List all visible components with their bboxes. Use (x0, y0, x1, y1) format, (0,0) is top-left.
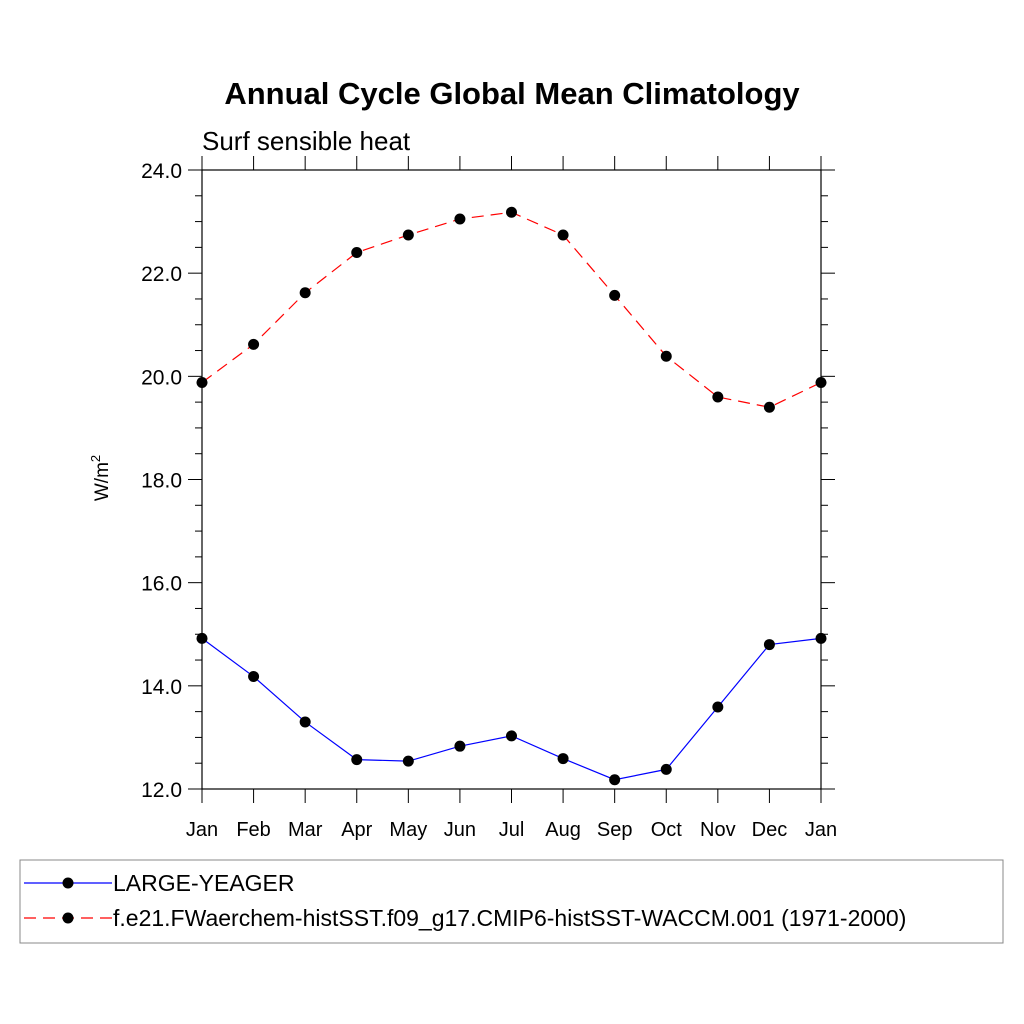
data-point-series-1 (763, 401, 775, 413)
data-point-series-1 (196, 377, 208, 389)
x-tick-label: Jan (805, 819, 837, 841)
x-tick-label: Jul (499, 819, 525, 841)
data-point-series-0 (196, 632, 208, 644)
legend-label-large-yeager: LARGE-YEAGER (113, 870, 295, 896)
data-point-series-0 (609, 774, 621, 786)
y-tick-label: 22.0 (141, 263, 182, 286)
data-point-series-0 (712, 701, 724, 713)
x-tick-label: Apr (341, 819, 372, 841)
data-point-series-1 (712, 391, 724, 403)
x-tick-label: Feb (236, 819, 270, 841)
data-point-series-0 (506, 730, 517, 742)
data-point-series-1 (557, 229, 569, 241)
y-axis-label: W/m2 (88, 455, 113, 501)
x-tick-label: Aug (545, 819, 581, 841)
y-axis-label-superscript: 2 (88, 455, 103, 462)
data-point-series-1 (402, 229, 414, 241)
y-tick-label: 18.0 (141, 470, 182, 493)
x-tick-label: Mar (288, 819, 323, 841)
x-tick-labels: Jan Feb Mar Apr May Jun Jul Aug Sep Oct Nov Dec Jan (186, 819, 837, 841)
series-line-1 (201, 211, 822, 408)
series-line-0 (201, 637, 822, 781)
data-point-series-1 (660, 350, 672, 362)
x-tick-label: Oct (651, 819, 683, 841)
y-tick-label: 16.0 (141, 573, 182, 596)
series-layer (196, 206, 827, 786)
chart-subtitle: Surf sensible heat (202, 126, 411, 156)
x-tick-label: Nov (700, 819, 736, 841)
plot-axes (188, 156, 835, 803)
x-tick-label: May (389, 819, 427, 841)
chart-title: Annual Cycle Global Mean Climatology (224, 76, 800, 111)
data-point-series-0 (454, 740, 466, 752)
x-tick-label: Dec (752, 819, 788, 841)
data-point-series-0 (299, 716, 311, 728)
legend: LARGE-YEAGER f.e21.FWaerchem-histSST.f09… (19, 859, 1004, 944)
y-tick-label: 12.0 (141, 779, 182, 802)
x-tick-label: Jun (444, 819, 476, 841)
svg-text:W/m2: W/m2 (88, 455, 113, 501)
y-tick-label: 20.0 (141, 366, 182, 389)
data-point-series-1 (454, 213, 466, 225)
data-point-series-0 (815, 632, 827, 644)
legend-box (19, 859, 1004, 944)
data-point-series-1 (248, 338, 260, 350)
legend-entry-large-yeager: LARGE-YEAGER (24, 870, 295, 896)
y-axis-label-base: W/m (92, 462, 113, 501)
legend-marker-waccm (62, 912, 74, 924)
data-point-series-1 (299, 287, 311, 299)
legend-marker-large-yeager (62, 877, 74, 889)
y-tick-label: 14.0 (141, 676, 182, 699)
data-point-series-0 (557, 753, 569, 765)
data-point-series-1 (506, 206, 517, 218)
legend-label-waccm: f.e21.FWaerchem-histSST.f09_g17.CMIP6-hi… (113, 905, 906, 931)
y-tick-labels: 12.0 14.0 16.0 18.0 20.0 22.0 24.0 (141, 160, 182, 802)
x-tick-label: Sep (597, 819, 633, 841)
data-point-series-0 (763, 639, 775, 651)
data-point-series-0 (248, 671, 260, 683)
data-point-series-0 (660, 763, 672, 775)
data-point-series-1 (609, 289, 621, 301)
data-point-series-0 (351, 754, 363, 766)
data-point-series-0 (402, 755, 414, 767)
data-point-series-1 (351, 247, 363, 259)
y-tick-label: 24.0 (141, 160, 182, 183)
data-point-series-1 (815, 377, 827, 389)
legend-entry-waccm: f.e21.FWaerchem-histSST.f09_g17.CMIP6-hi… (24, 905, 906, 931)
plot-frame (201, 169, 822, 790)
x-tick-label: Jan (186, 819, 218, 841)
